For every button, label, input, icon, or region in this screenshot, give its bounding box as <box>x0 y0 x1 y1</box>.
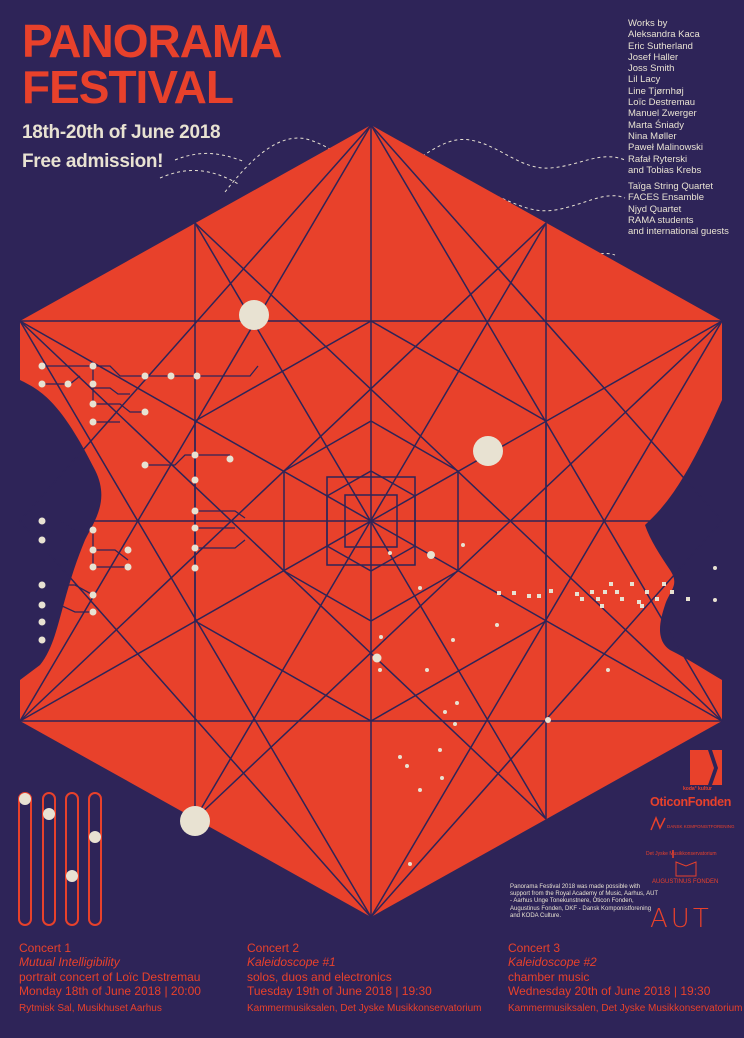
composer: Eric Sutherland <box>628 40 693 52</box>
dkf-logo-text: DANSK KOMPONISTFORENING <box>667 824 735 829</box>
right-face-silhouette <box>645 400 722 680</box>
ensemble: Njyd Quartet <box>628 203 682 215</box>
concert-description: chamber music <box>508 969 590 984</box>
oticon-logo: OticonFonden <box>650 795 732 809</box>
aut-logo: AUT <box>650 904 712 934</box>
composer: Manuel Zwerger <box>628 108 697 120</box>
composer: and Tobias Krebs <box>628 164 702 176</box>
composer: Joss Smith <box>628 63 675 75</box>
concert-title: Mutual Intelligibility <box>19 955 120 970</box>
line-web <box>19 124 723 918</box>
concert-description: solos, duos and electronics <box>247 969 392 984</box>
koda-logo-graphic <box>690 750 722 785</box>
scattered-dots <box>378 543 717 866</box>
title-line-2: FESTIVAL <box>22 61 234 113</box>
composer: Nina Møller <box>628 130 677 142</box>
composer: Josef Haller <box>628 51 679 63</box>
composer: Rafał Ryterski <box>628 153 688 165</box>
concert-heading: Concert 1 <box>19 941 72 955</box>
circuit-nodes <box>38 362 234 644</box>
composer: Aleksandra Kaca <box>628 29 700 41</box>
ensemble: FACES Ensamble <box>628 192 705 204</box>
works-by-list: Works by Aleksandra Kaca Eric Sutherland… <box>628 18 703 176</box>
concert-description: portrait concert of Loïc Destremau <box>19 969 201 984</box>
ensembles-list: Taïga String Quartet FACES Ensamble Njyd… <box>628 181 729 237</box>
ensemble: Taïga String Quartet <box>628 181 714 192</box>
concert-date: Tuesday 19th of June 2018 | 19:30 <box>247 984 432 999</box>
concert-heading: Concert 3 <box>508 941 561 955</box>
composer: Line Tjørnhøj <box>628 85 684 97</box>
dkf-logo-graphic <box>650 816 666 831</box>
augustinus-logo-graphic <box>675 861 697 877</box>
festival-title: PANORAMA FESTIVAL <box>22 15 282 113</box>
festival-dates: 18th-20th of June 2018 <box>22 122 221 143</box>
concert-venue: Rytmisk Sal, Musikhuset Aarhus <box>19 1002 162 1014</box>
works-by-heading: Works by <box>628 18 668 29</box>
concert-date: Monday 18th of June 2018 | 20:00 <box>19 984 201 999</box>
concert-date: Wednesday 20th of June 2018 | 19:30 <box>508 984 711 999</box>
composer: Lil Lacy <box>628 74 661 86</box>
left-face-silhouette <box>20 321 102 680</box>
concert-1: Concert 1 Mutual Intelligibility portrai… <box>19 941 201 1016</box>
composer: Loïc Destremau <box>628 97 696 109</box>
large-dots <box>180 300 503 836</box>
ensemble: RAMA students <box>628 214 694 226</box>
admission-text: Free admission! <box>22 151 164 172</box>
concert-title: Kaleidoscope #2 <box>508 955 597 970</box>
support-text: Panorama Festival 2018 was made possible… <box>510 884 658 919</box>
title-line-1: PANORAMA <box>22 15 282 67</box>
conservatory-logo-text: Det Jyske Musikkonservatorium <box>646 851 717 857</box>
concert-venue: Kammermusiksalen, Det Jyske Musikkonserv… <box>247 1002 482 1014</box>
concert-venue: Kammermusiksalen, Det Jyske Musikkonserv… <box>508 1002 743 1014</box>
ensemble: and international guests <box>628 226 729 238</box>
concert-2: Concert 2 Kaleidoscope #1 solos, duos an… <box>247 941 482 1016</box>
augustinus-logo-text: AUGUSTINUS FONDEN <box>652 879 719 885</box>
concert-title: Kaleidoscope #1 <box>247 955 336 970</box>
concert-heading: Concert 2 <box>247 941 300 955</box>
composer: Paweł Malinowski <box>628 142 703 154</box>
slider-knobs <box>19 793 101 882</box>
composer: Marta Śniady <box>628 119 684 131</box>
slider-graphic <box>18 792 102 926</box>
concert-3: Concert 3 Kaleidoscope #2 chamber music … <box>508 941 743 1016</box>
koda-logo-text: koda° kultur <box>683 786 712 792</box>
